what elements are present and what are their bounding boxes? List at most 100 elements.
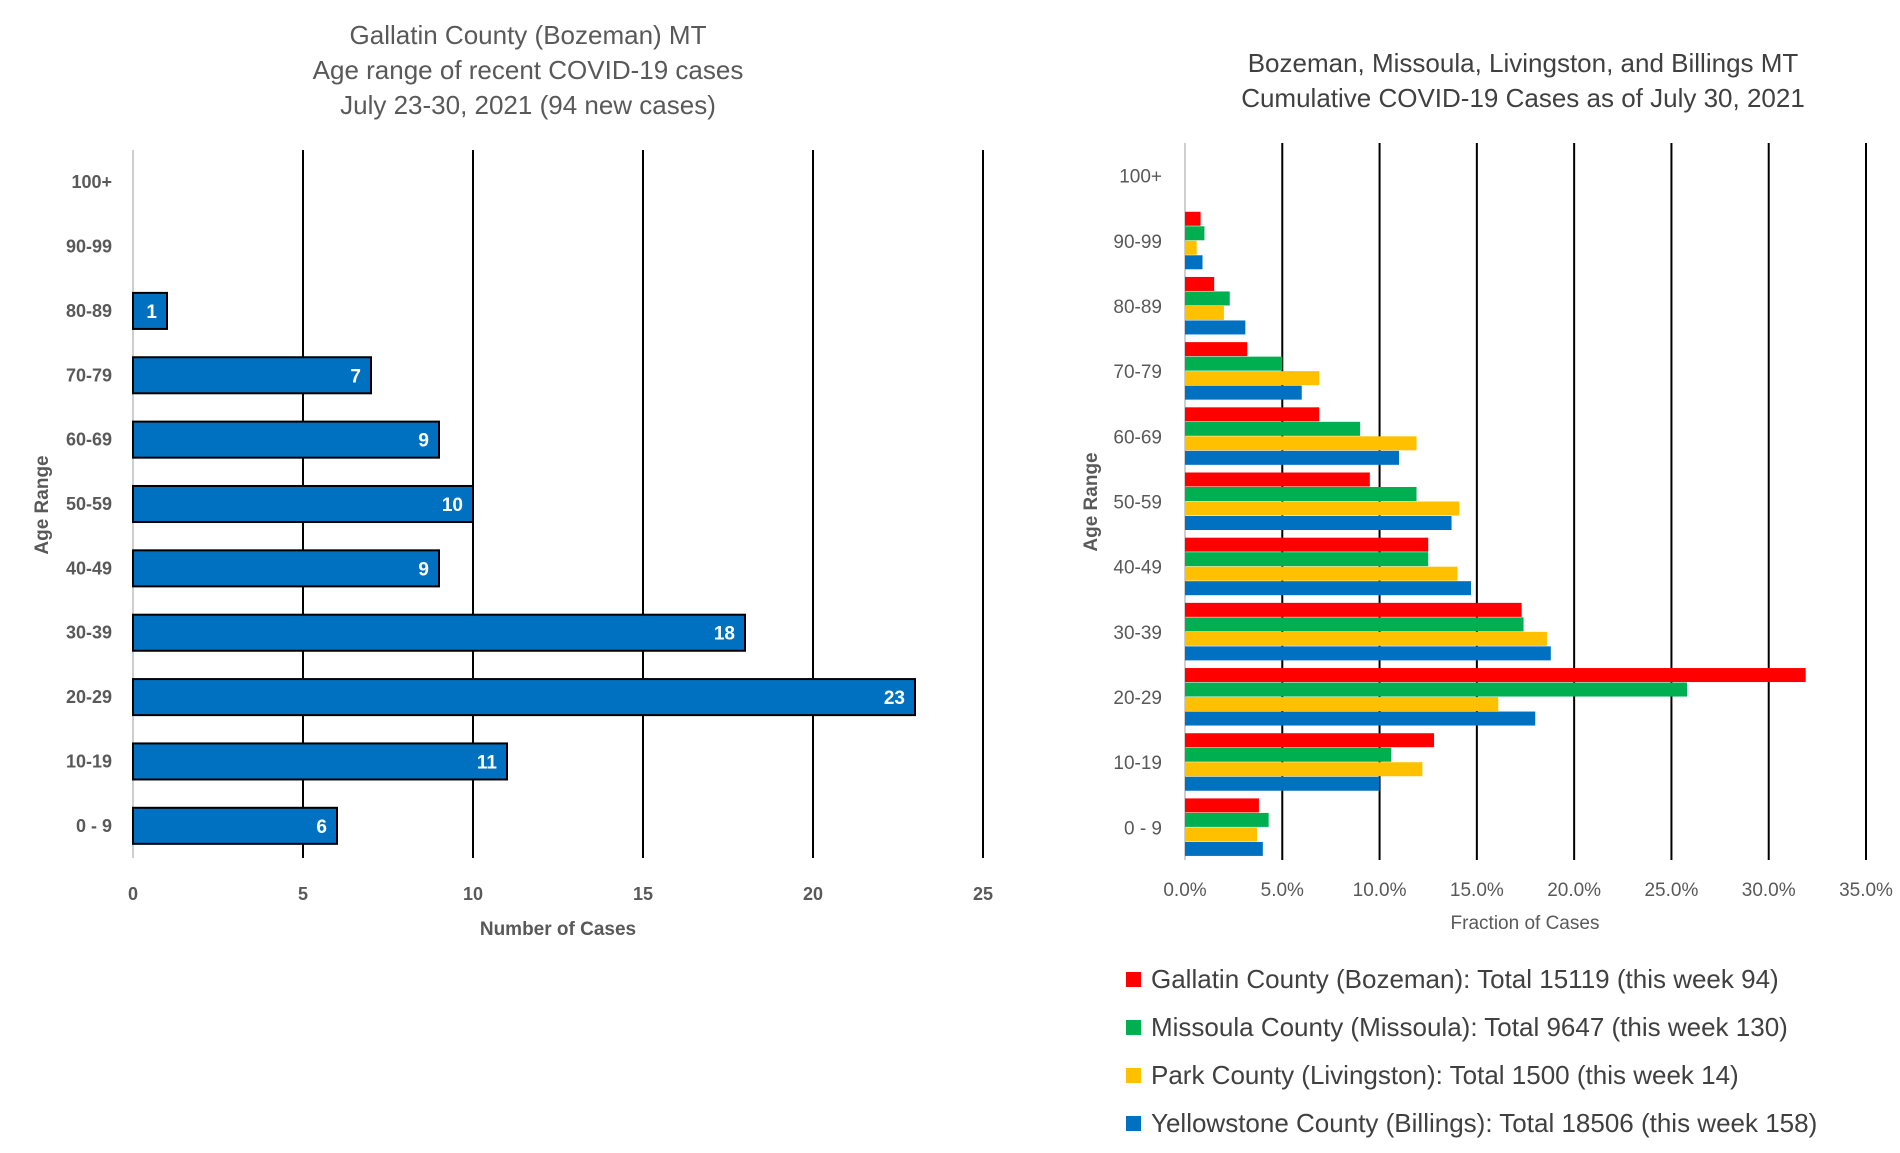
legend-label: Park County (Livingston): Total 1500 (th… [1151, 1059, 1739, 1090]
chart2-bar [1185, 421, 1361, 436]
legend-label: Gallatin County (Bozeman): Total 15119 (… [1151, 963, 1779, 994]
chart1-data-label: 10 [442, 495, 463, 516]
chart2-bar [1185, 602, 1522, 617]
chart1-bar [132, 549, 440, 588]
legend-swatch [1126, 1067, 1141, 1083]
chart2-bar [1185, 320, 1246, 335]
chart1-y-tick-label: 50-59 [66, 494, 112, 514]
chart2-x-tick-label: 20.0% [1547, 880, 1601, 901]
chart2-x-tick-label: 35.0% [1839, 880, 1893, 901]
chart2-x-tick-label: 10.0% [1353, 880, 1407, 901]
legend-swatch [1126, 1115, 1141, 1131]
chart1-x-axis-title: Number of Cases [480, 919, 636, 940]
chart2-bar [1185, 371, 1320, 386]
chart1-y-tick-label: 30-39 [66, 623, 112, 643]
chart2-bar [1185, 240, 1197, 255]
chart1-y-tick-label: 20-29 [66, 687, 112, 707]
chart2-y-tick-label: 40-49 [1113, 558, 1162, 579]
chart2-x-tick-label: 5.0% [1261, 880, 1304, 901]
chart2-legend: Gallatin County (Bozeman): Total 15119 (… [1126, 955, 1817, 1147]
legend-item: Missoula County (Missoula): Total 9647 (… [1126, 1003, 1817, 1051]
chart2-bar [1185, 617, 1524, 632]
chart2-bar [1185, 342, 1248, 357]
chart2-y-tick-label: 70-79 [1113, 362, 1162, 383]
chart2-bar [1185, 697, 1499, 712]
chart2-y-axis-title: Age Range [1081, 452, 1102, 551]
chart1-y-tick-label: 60-69 [66, 430, 112, 450]
chart2-bar [1185, 537, 1429, 552]
chart2-bar [1185, 501, 1460, 516]
chart1-bar [132, 291, 168, 330]
chart2-bar [1185, 827, 1257, 842]
chart1-data-label: 9 [418, 431, 429, 452]
chart1-bar [132, 742, 508, 781]
legend-label: Yellowstone County (Billings): Total 185… [1151, 1107, 1818, 1138]
chart1-y-tick-label: 10-19 [66, 751, 112, 771]
chart1-data-label: 7 [350, 366, 361, 387]
legend-swatch [1126, 971, 1141, 987]
legend-swatch [1126, 1019, 1141, 1035]
chart2-x-tick-label: 15.0% [1450, 880, 1504, 901]
chart1-title-line: Age range of recent COVID-19 cases [313, 55, 744, 85]
chart2-bar [1185, 747, 1392, 762]
chart2-bar [1185, 255, 1203, 270]
chart2-y-tick-label: 100+ [1119, 167, 1162, 188]
chart2-y-tick-label: 50-59 [1113, 493, 1162, 514]
chart2-bar [1185, 812, 1269, 827]
legend-item: Gallatin County (Bozeman): Total 15119 (… [1126, 955, 1817, 1003]
legend-item: Yellowstone County (Billings): Total 185… [1126, 1099, 1817, 1147]
chart1-y-tick-label: 80-89 [66, 301, 112, 321]
chart2-bar [1185, 841, 1263, 856]
chart1-bar [132, 484, 474, 524]
chart1-title-line: Gallatin County (Bozeman) MT [350, 20, 707, 50]
chart2-bar [1185, 385, 1302, 400]
chart2-bar [1185, 276, 1215, 291]
chart1-data-label: 18 [714, 624, 735, 645]
chart2-bar [1185, 631, 1547, 646]
chart2-x-tick-label: 25.0% [1644, 880, 1698, 901]
chart2-y-tick-label: 10-19 [1113, 753, 1162, 774]
chart2-y-tick-label: 0 - 9 [1124, 818, 1162, 839]
chart2-x-tick-label: 30.0% [1742, 880, 1796, 901]
chart1-x-tick-label: 5 [298, 884, 308, 904]
chart2-bar [1185, 450, 1400, 465]
chart1-x-tick-label: 20 [803, 884, 823, 904]
chart1-y-axis-title: Age Range [32, 455, 53, 554]
chart2-bar [1185, 211, 1201, 226]
chart2-x-axis-title: Fraction of Cases [1451, 913, 1600, 934]
chart2-bar [1185, 733, 1435, 748]
chart2-bar [1185, 436, 1417, 451]
chart2-bar [1185, 762, 1423, 777]
chart1-x-tick-label: 25 [973, 884, 993, 904]
chart1-y-tick-label: 90-99 [66, 237, 112, 257]
chart1-x-tick-label: 15 [633, 884, 653, 904]
chart1-data-label: 23 [884, 688, 905, 709]
legend-label: Missoula County (Missoula): Total 9647 (… [1151, 1011, 1788, 1042]
chart2-bar [1185, 291, 1230, 306]
chart1-data-label: 1 [146, 302, 157, 323]
chart2-y-tick-label: 80-89 [1113, 297, 1162, 318]
chart2-bar [1185, 668, 1806, 683]
chart2-y-tick-label: 90-99 [1113, 232, 1162, 253]
chart2-bar [1185, 711, 1536, 726]
chart1-data-label: 6 [316, 817, 327, 838]
chart2-bar [1185, 305, 1224, 320]
chart2-title-line: Bozeman, Missoula, Livingston, and Billi… [1248, 48, 1799, 78]
chart2-bar [1185, 407, 1320, 422]
chart2-y-tick-label: 20-29 [1113, 688, 1162, 709]
chart2-bar [1185, 581, 1472, 596]
chart2-x-tick-label: 0.0% [1163, 880, 1206, 901]
chart1-bar [132, 356, 372, 395]
chart2-title-line: Cumulative COVID-19 Cases as of July 30,… [1241, 83, 1805, 113]
chart1-data-label: 9 [418, 559, 429, 580]
chart2-y-tick-label: 60-69 [1113, 427, 1162, 448]
chart1-y-tick-label: 0 - 9 [76, 816, 112, 836]
chart2-bar [1185, 552, 1429, 567]
chart1-y-tick-label: 40-49 [66, 558, 112, 578]
chart2-bar [1185, 516, 1452, 530]
chart1-x-tick-label: 10 [463, 884, 483, 904]
chart1-y-tick-label: 100+ [71, 172, 112, 192]
chart2-bar [1185, 472, 1370, 487]
chart2-bar [1185, 356, 1283, 371]
